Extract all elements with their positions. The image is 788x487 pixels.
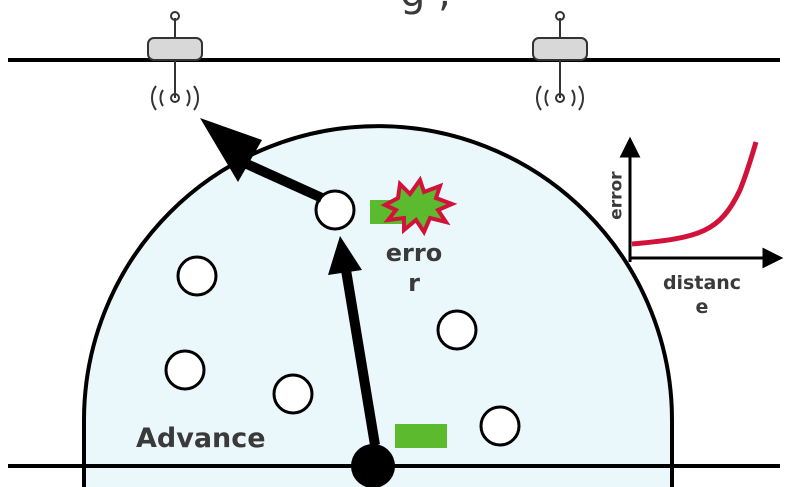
tower xyxy=(533,12,587,110)
x-axis-label: distance xyxy=(658,272,746,320)
title-fragment: g , xyxy=(400,0,451,18)
error-label: error xyxy=(382,238,446,298)
y-axis-label: error xyxy=(606,161,627,231)
error-curve xyxy=(632,142,756,244)
tower xyxy=(148,12,202,110)
diagram: g , error error distance Advance xyxy=(0,0,788,487)
source-node xyxy=(351,444,395,487)
advance-label: Advance xyxy=(136,422,266,456)
inset-axes xyxy=(622,140,780,266)
packet xyxy=(395,424,447,448)
